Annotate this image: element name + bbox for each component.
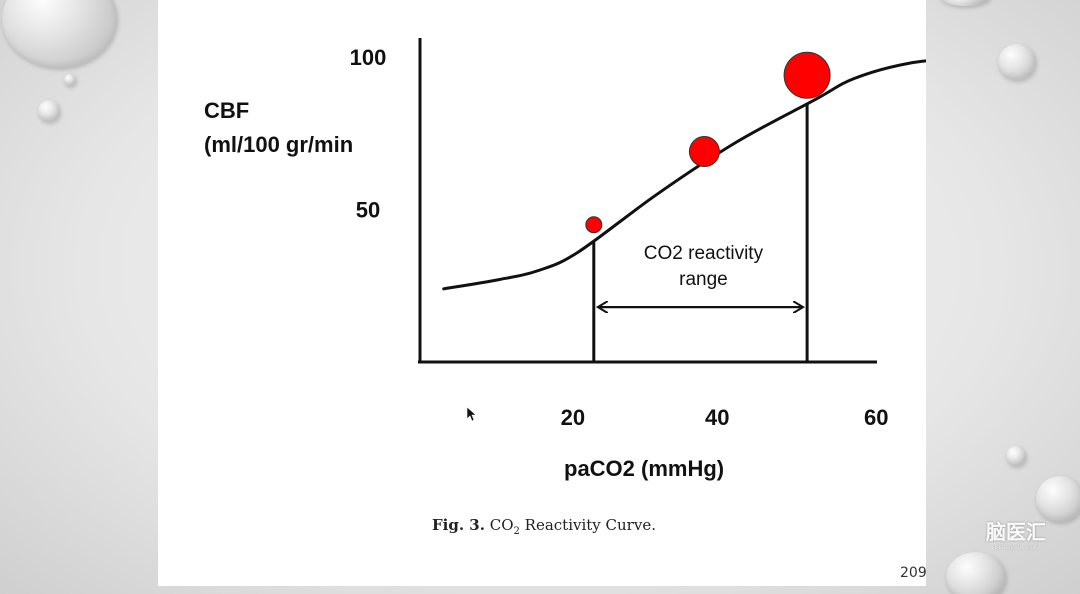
watermark-subtext: Brainmed.com (994, 544, 1038, 551)
marker-point-2 (688, 136, 720, 168)
caption-subscript: 2 (513, 526, 520, 537)
x-axis-label: paCO2 (mmHg) (564, 456, 724, 481)
brand-watermark: 脑医汇 Brainmed.com (985, 510, 1047, 560)
figure-caption: Fig. 3. CO2 Reactivity Curve. (432, 516, 656, 537)
water-drop-decoration (940, 0, 990, 6)
y-tick-label-100: 100 (350, 45, 387, 70)
y-axis-label: CBF (ml/100 gr/min (204, 98, 353, 157)
figure-panel: CO2 reactivity range 100 50 20 40 60 CBF… (158, 0, 926, 586)
water-drop-decoration (998, 44, 1036, 80)
y-tick-label-50: 50 (356, 198, 380, 223)
x-tick-label-40: 40 (705, 405, 729, 430)
x-tick-label-60: 60 (864, 405, 888, 430)
co2-reactivity-chart: CO2 reactivity range 100 50 20 40 60 CBF… (204, 38, 926, 481)
water-drop-decoration (1036, 476, 1080, 522)
page-number: 209 (900, 565, 926, 581)
caption-text-pre: CO (489, 516, 514, 534)
caption-text-post: Reactivity Curve. (519, 516, 656, 534)
marker-point-1 (585, 216, 603, 234)
range-label-line2: range (679, 269, 728, 290)
x-tick-label-20: 20 (561, 405, 585, 430)
watermark-text: 脑医汇 (986, 520, 1046, 544)
water-drop-decoration (1006, 446, 1026, 466)
water-drop-decoration (946, 552, 1006, 594)
water-drop-decoration (38, 100, 60, 122)
y-axis-label-line1: CBF (204, 98, 249, 123)
marker-point-3 (783, 51, 831, 99)
y-axis-label-line2: (ml/100 gr/min (204, 132, 353, 157)
figure-number: Fig. 3. (432, 516, 485, 534)
water-drop-decoration (2, 0, 117, 68)
water-drop-decoration (64, 74, 76, 86)
mouse-cursor-icon (466, 406, 477, 422)
series-line (442, 59, 926, 291)
markers-group (585, 51, 831, 234)
range-label-line1: CO2 reactivity (644, 243, 764, 264)
